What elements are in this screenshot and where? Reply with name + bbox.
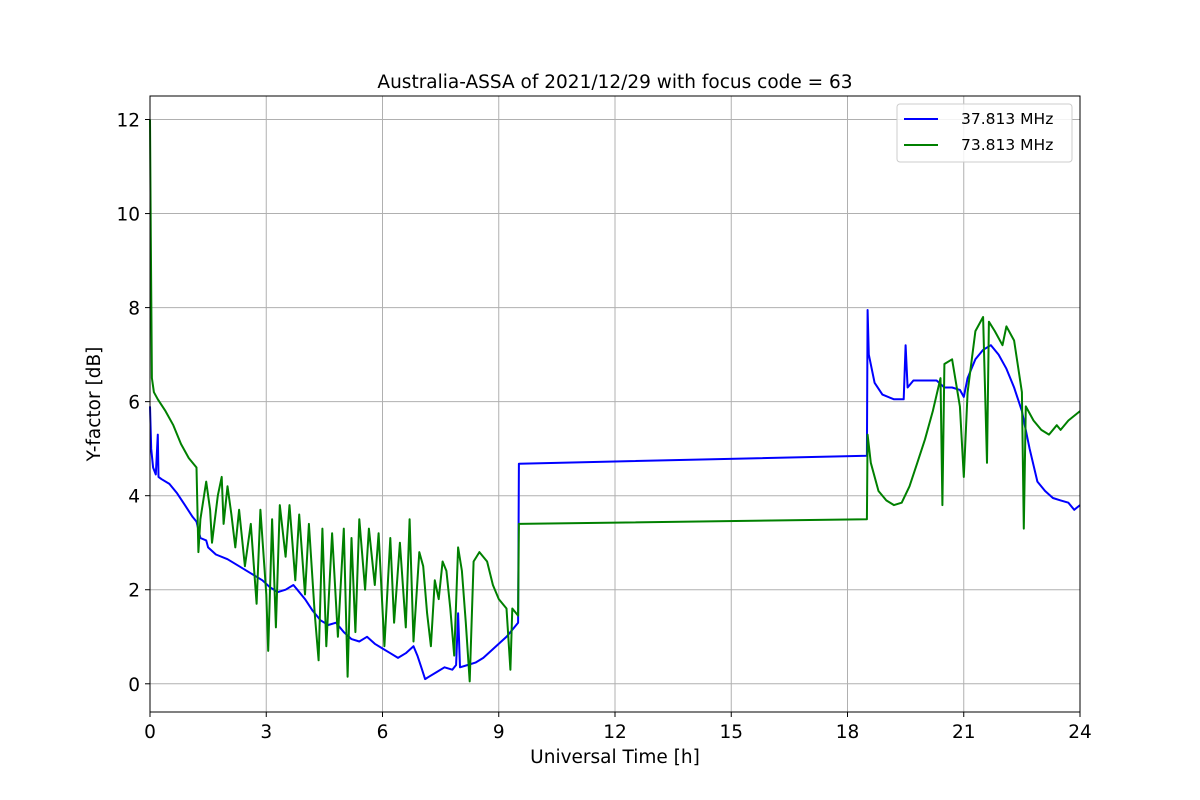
legend-label-37-813: 37.813 MHz [961,110,1053,128]
x-axis: 0 3 6 9 12 15 18 21 24 [144,712,1092,743]
series-line-37-813-mhz [149,309,1081,681]
y-tick-label: 8 [128,299,140,320]
x-tick-label: 18 [836,722,860,743]
legend-box [896,103,1073,163]
x-tick-label: 24 [1068,722,1092,743]
x-tick-label: 3 [260,722,272,743]
x-tick-label: 12 [603,722,627,743]
y-axis: 0 2 4 6 8 10 12 [116,111,150,696]
series-layer [149,119,1081,683]
legend: 37.813 MHz 73.813 MHz [896,103,1073,163]
x-tick-label: 15 [719,722,743,743]
legend-label-73-813: 73.813 MHz [961,136,1053,154]
y-tick-label: 4 [128,487,140,508]
y-tick-label: 0 [128,675,140,696]
x-tick-label: 9 [493,722,505,743]
x-tick-label: 0 [144,722,156,743]
x-tick-label: 6 [377,722,389,743]
x-axis-label: Universal Time [h] [530,747,700,768]
y-tick-label: 10 [116,205,140,226]
y-tick-label: 2 [128,581,140,602]
x-tick-label: 21 [952,722,976,743]
y-tick-label: 6 [128,393,140,414]
chart-title: Australia-ASSA of 2021/12/29 with focus … [377,72,852,93]
y-tick-label: 12 [116,111,140,132]
series-line-73-813-mhz [149,119,1081,683]
y-axis-label: Y-factor [dB] [84,347,105,463]
